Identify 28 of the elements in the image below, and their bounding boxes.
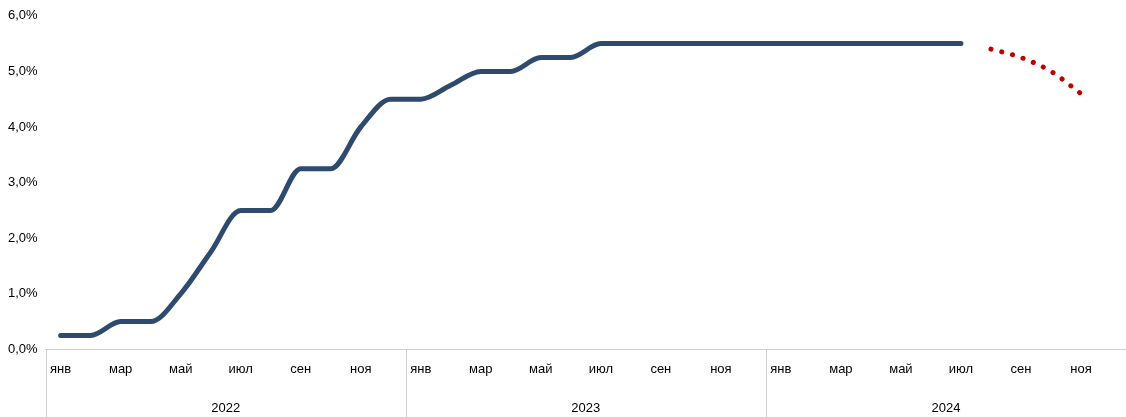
text: 2024 bbox=[931, 399, 961, 415]
x-tick-label: май bbox=[168, 360, 193, 376]
y-tick-label: 0,0% bbox=[7, 340, 39, 356]
y-tick-label: 6,0% bbox=[7, 7, 39, 23]
x-tick-label: сен bbox=[1010, 360, 1032, 376]
x-tick-label: янв bbox=[770, 360, 792, 376]
x-tick-label: сен bbox=[290, 360, 312, 376]
x-tick-label: сен bbox=[650, 360, 672, 376]
y-tick-label: 3,0% bbox=[7, 174, 39, 190]
y-tick-label: 5,0% bbox=[7, 62, 39, 78]
x-tick-label: мар bbox=[469, 360, 493, 376]
x-tick-label: мар bbox=[829, 360, 853, 376]
x-tick-label: ноя bbox=[1070, 360, 1092, 376]
x-tick-label: май bbox=[529, 360, 553, 376]
text: 2022 bbox=[211, 399, 241, 415]
y-tick-label: 1,0% bbox=[7, 285, 39, 301]
text: 2023 bbox=[571, 399, 601, 415]
x-tick-label: янв bbox=[50, 360, 72, 376]
x-tick-label: май bbox=[889, 360, 913, 376]
x-tick-label: июл bbox=[588, 360, 613, 376]
x-tick-label: янв bbox=[410, 360, 432, 376]
x-tick-label: ноя bbox=[710, 360, 732, 376]
x-tick-label: июл bbox=[228, 360, 253, 376]
x-tick-label: мар bbox=[108, 360, 133, 376]
y-tick-label: 2,0% bbox=[7, 229, 39, 245]
x-tick-label: ноя bbox=[350, 360, 372, 376]
y-tick-label: 4,0% bbox=[7, 118, 39, 134]
x-tick-label: июл bbox=[948, 360, 974, 376]
